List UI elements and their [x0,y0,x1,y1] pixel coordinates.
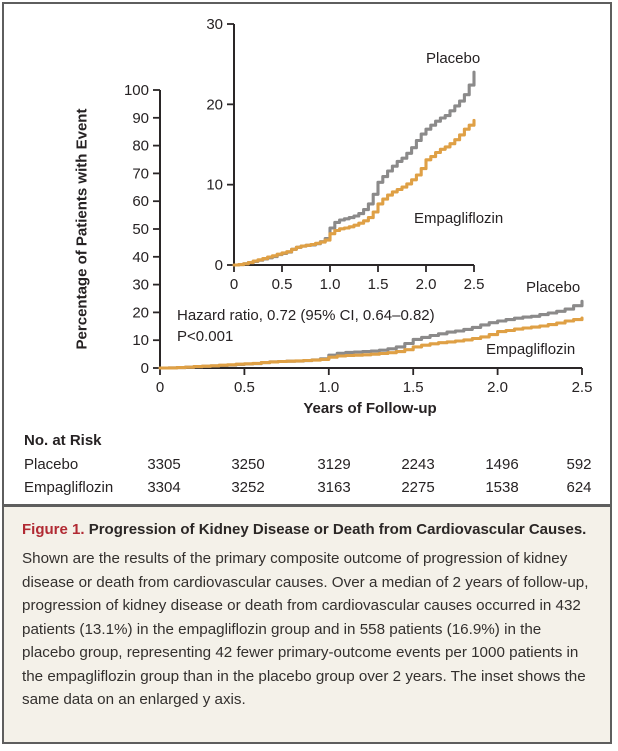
y-axis-title: Percentage of Patients with Event [73,108,91,350]
risk-row-label-empagliflozin: Empagliflozin [24,479,114,496]
inset-empagliflozin-curve-label: Empagliflozin [414,210,504,227]
main-ytick-label: 30 [132,277,149,294]
main-ytick-label: 10 [132,332,149,349]
main-ytick-label: 80 [132,138,149,155]
caption-title: Figure 1. Progression of Kidney Disease … [22,519,592,540]
risk-value-placebo-0: 3305 [147,456,181,473]
main-xtick-label: 2.5 [572,379,593,396]
risk-row-label-placebo: Placebo [24,456,79,473]
main-placebo-curve-label: Placebo [526,279,581,296]
placebo-curve-inset [232,70,476,267]
risk-value-placebo-2.5: 592 [566,456,592,473]
risk-value-empagliflozin-1.5: 2275 [401,479,435,496]
inset-ytick-label: 10 [206,177,223,194]
hazard-ratio-line: Hazard ratio, 0.72 (95% CI, 0.64–0.82) [177,307,435,324]
inset-ytick-label: 0 [215,257,223,274]
empagliflozin-curve-inset [232,118,476,267]
hazard-ratio-annotation: Hazard ratio, 0.72 (95% CI, 0.64–0.82) P… [177,305,435,347]
main-ytick-label: 100 [124,82,149,99]
p-value-line: P<0.001 [177,328,234,345]
main-ytick-label: 20 [132,304,149,321]
caption-body: Shown are the results of the primary com… [22,550,589,708]
main-ytick-label: 60 [132,193,149,210]
inset-xtick-label: 0 [230,276,238,293]
figure-frame: 0 10 20 30 40 50 60 70 80 90 100 0 0.5 1.0 1.5 2.0 2.5 0 1… [2,2,612,744]
inset-xtick-label: 1.0 [320,276,341,293]
inset-placebo-curve-label: Placebo [426,50,481,67]
risk-value-empagliflozin-1.0: 3163 [317,479,351,496]
inset-ytick-label: 20 [206,96,223,113]
risk-value-placebo-2.0: 1496 [485,456,519,473]
main-xtick-label: 0.5 [234,379,255,396]
risk-value-placebo-1.5: 2243 [401,456,435,473]
main-xtick-label: 1.5 [403,379,424,396]
inset-xtick-label: 2.5 [464,276,485,293]
main-ytick-label: 40 [132,249,149,266]
inset-xtick-label: 1.5 [368,276,389,293]
x-axis-title: Years of Follow-up [303,400,437,417]
main-ytick-label: 90 [132,110,149,127]
caption-panel: Figure 1. Progression of Kidney Disease … [4,504,610,742]
chart-area: 0 10 20 30 40 50 60 70 80 90 100 0 0.5 1.0 1.5 2.0 2.5 0 1… [4,4,610,504]
main-ytick-label: 70 [132,165,149,182]
risk-value-placebo-1.0: 3129 [317,456,351,473]
main-xtick-label: 0 [156,379,164,396]
empagliflozin-curve-main [158,316,584,370]
inset-ytick-label: 30 [206,16,223,33]
risk-value-empagliflozin-0: 3304 [147,479,181,496]
inset-xtick-label: 2.0 [416,276,437,293]
risk-table-title: No. at Risk [24,432,102,449]
risk-value-empagliflozin-2.5: 624 [566,479,592,496]
inset-xtick-label: 0.5 [272,276,293,293]
figure-title-text: Progression of Kidney Disease or Death f… [88,521,587,538]
main-xtick-label: 1.0 [318,379,339,396]
main-ytick-label: 50 [132,221,149,238]
risk-value-empagliflozin-0.5: 3252 [231,479,265,496]
figure-number: Figure 1. [22,521,85,538]
main-xtick-label: 2.0 [487,379,508,396]
main-empagliflozin-curve-label: Empagliflozin [486,341,576,358]
risk-value-empagliflozin-2.0: 1538 [485,479,519,496]
main-ytick-label: 0 [141,360,149,377]
risk-value-placebo-0.5: 3250 [231,456,265,473]
